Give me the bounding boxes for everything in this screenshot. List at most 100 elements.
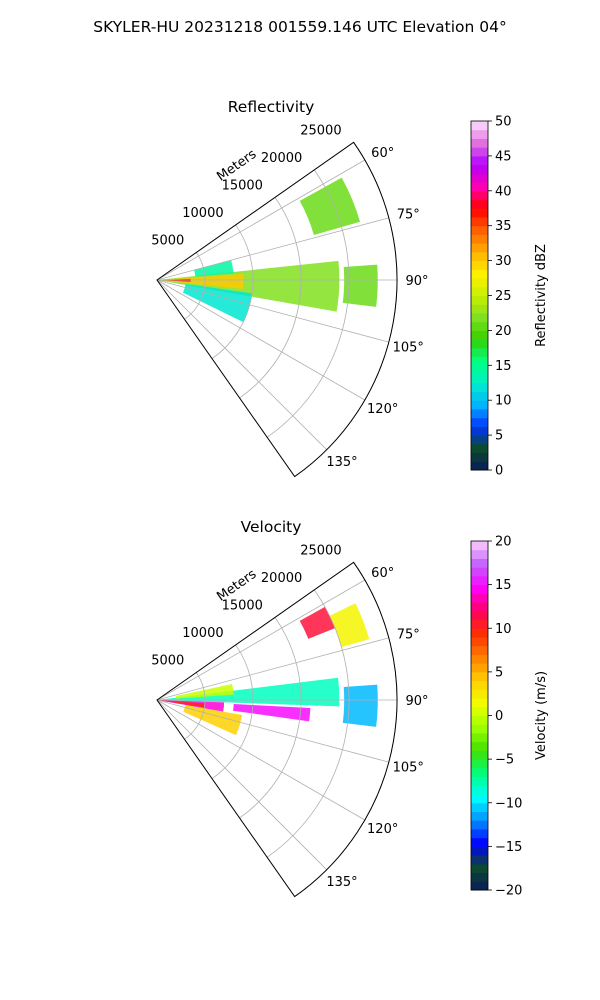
velocity-range-ring xyxy=(266,589,350,858)
figure-suptitle: SKYLER-HU 20231218 001559.146 UTC Elevat… xyxy=(93,18,507,36)
velocity-echo-region xyxy=(157,700,225,712)
reflectivity-radial-gridline xyxy=(156,279,389,343)
reflectivity-radial-gridline xyxy=(156,159,366,281)
reflectivity-colorbar-segment xyxy=(471,400,488,410)
velocity-echo-region xyxy=(233,704,311,722)
velocity-colorbar-segment xyxy=(471,828,488,839)
reflectivity-colorbar-segment xyxy=(471,121,488,131)
velocity-theta-tick-label: 60° xyxy=(371,566,394,581)
velocity-colorbar-segment xyxy=(471,575,488,586)
velocity-colorbar-segment xyxy=(471,767,488,778)
velocity-colorbar-segment xyxy=(471,663,488,673)
velocity-echo-field xyxy=(157,603,378,736)
velocity-colorbar-segment xyxy=(471,567,488,577)
reflectivity-theta-tick-label: 60° xyxy=(371,146,394,161)
reflectivity-colorbar-segment xyxy=(471,190,488,201)
velocity-echo-region xyxy=(342,684,378,727)
velocity-theta-tick-label: 90° xyxy=(405,694,428,709)
velocity-colorbar-segment xyxy=(471,619,488,629)
reflectivity-colorbar-segment xyxy=(471,182,488,192)
velocity-colorbar-segment xyxy=(471,750,488,760)
velocity-r-tick-label: 25000 xyxy=(300,543,341,558)
velocity-theta-tick-label: 75° xyxy=(397,628,420,643)
velocity-range-ring xyxy=(239,617,302,819)
reflectivity-colorbar-segment xyxy=(471,243,488,253)
reflectivity-r-tick-label: 20000 xyxy=(261,151,302,166)
reflectivity-theta-tick-label: 105° xyxy=(393,340,424,355)
velocity-colorbar-tick-label: 5 xyxy=(495,665,503,680)
reflectivity-colorbar-tick-label: 15 xyxy=(495,359,512,374)
reflectivity-colorbar-segment xyxy=(471,278,488,288)
reflectivity-colorbar-segment xyxy=(471,138,488,148)
reflectivity-colorbar-segment xyxy=(471,251,488,262)
reflectivity-colorbar-tick-label: 50 xyxy=(495,115,512,130)
reflectivity-colorbar-segment xyxy=(471,129,488,139)
velocity-colorbar-segment xyxy=(471,680,488,690)
reflectivity-range-ring xyxy=(266,169,350,438)
velocity-colorbar-segment xyxy=(471,541,488,551)
velocity-colorbar-tick-label: −20 xyxy=(495,884,522,899)
reflectivity-colorbar-segment xyxy=(471,461,488,471)
velocity-colorbar-segment xyxy=(471,794,488,804)
velocity-colorbar-segment xyxy=(471,645,488,655)
reflectivity-echo-field xyxy=(157,177,378,323)
reflectivity-colorbar-tick-label: 20 xyxy=(495,324,512,339)
reflectivity-echo-region xyxy=(194,260,234,277)
reflectivity-r-tick-label: 5000 xyxy=(151,233,184,248)
reflectivity-colorbar-segment xyxy=(471,435,488,445)
reflectivity-colorbar-tick-label: 25 xyxy=(495,289,512,304)
velocity-colorbar-segment xyxy=(471,811,488,821)
velocity-title: Velocity xyxy=(241,518,302,536)
reflectivity-echo-region xyxy=(342,264,378,307)
reflectivity-echo-region xyxy=(299,177,361,236)
velocity-r-tick-label: 5000 xyxy=(151,653,184,668)
reflectivity-colorbar-segment xyxy=(471,312,488,323)
reflectivity-radial-gridline xyxy=(156,279,366,401)
reflectivity-title: Reflectivity xyxy=(228,98,315,116)
reflectivity-colorbar-segment xyxy=(471,417,488,427)
velocity-colorbar-segment xyxy=(471,785,488,795)
velocity-colorbar-tick-label: 0 xyxy=(495,709,503,724)
reflectivity-colorbar-label: Reflectivity dBZ xyxy=(534,244,549,347)
velocity-radial-gridline xyxy=(156,579,366,701)
velocity-colorbar-segment xyxy=(471,732,488,743)
reflectivity-colorbar-tick-label: 40 xyxy=(495,184,512,199)
reflectivity-colorbar-segment xyxy=(471,260,488,270)
reflectivity-colorbar-segment xyxy=(471,382,488,392)
reflectivity-colorbar-segment xyxy=(471,216,488,227)
velocity-theta-tick-label: 120° xyxy=(367,822,398,837)
velocity-colorbar-segment xyxy=(471,671,488,682)
velocity-echo-region xyxy=(299,606,336,639)
reflectivity-range-ring xyxy=(211,224,254,359)
reflectivity-colorbar-segment xyxy=(471,426,488,436)
velocity-colorbar-segment xyxy=(471,715,488,725)
velocity-colorbar-segment xyxy=(471,628,488,638)
velocity-colorbar-segment xyxy=(471,872,488,882)
reflectivity-theta-tick-label: 135° xyxy=(326,455,357,470)
velocity-r-tick-label: 10000 xyxy=(182,626,223,641)
velocity-colorbar-segment xyxy=(471,610,488,621)
velocity-colorbar-segment xyxy=(471,636,488,647)
velocity-theta-tick-label: 135° xyxy=(326,875,357,890)
velocity-colorbar-segment xyxy=(471,881,488,891)
reflectivity-r-tick-label: 25000 xyxy=(300,123,341,138)
reflectivity-colorbar-segment xyxy=(471,164,488,174)
reflectivity-colorbar-segment xyxy=(471,269,488,279)
velocity-colorbar-segment xyxy=(471,584,488,594)
velocity-colorbar-tick-label: −15 xyxy=(495,840,522,855)
velocity-colorbar-segment xyxy=(471,706,488,716)
velocity-colorbar-segment xyxy=(471,602,488,612)
reflectivity-sector-frame xyxy=(156,141,398,478)
velocity-radial-gridline xyxy=(156,699,366,821)
velocity-range-ring xyxy=(184,672,206,740)
velocity-colorbar-segment xyxy=(471,558,488,568)
velocity-colorbar-segment xyxy=(471,654,488,664)
reflectivity-radial-gridline xyxy=(156,217,389,281)
reflectivity-colorbar-segment xyxy=(471,347,488,358)
reflectivity-colorbar-segment xyxy=(471,339,488,349)
reflectivity-range-ring xyxy=(184,252,206,320)
reflectivity-colorbar-tick-label: 10 xyxy=(495,394,512,409)
velocity-colorbar-segment xyxy=(471,802,488,812)
velocity-radial-gridline xyxy=(156,637,389,701)
